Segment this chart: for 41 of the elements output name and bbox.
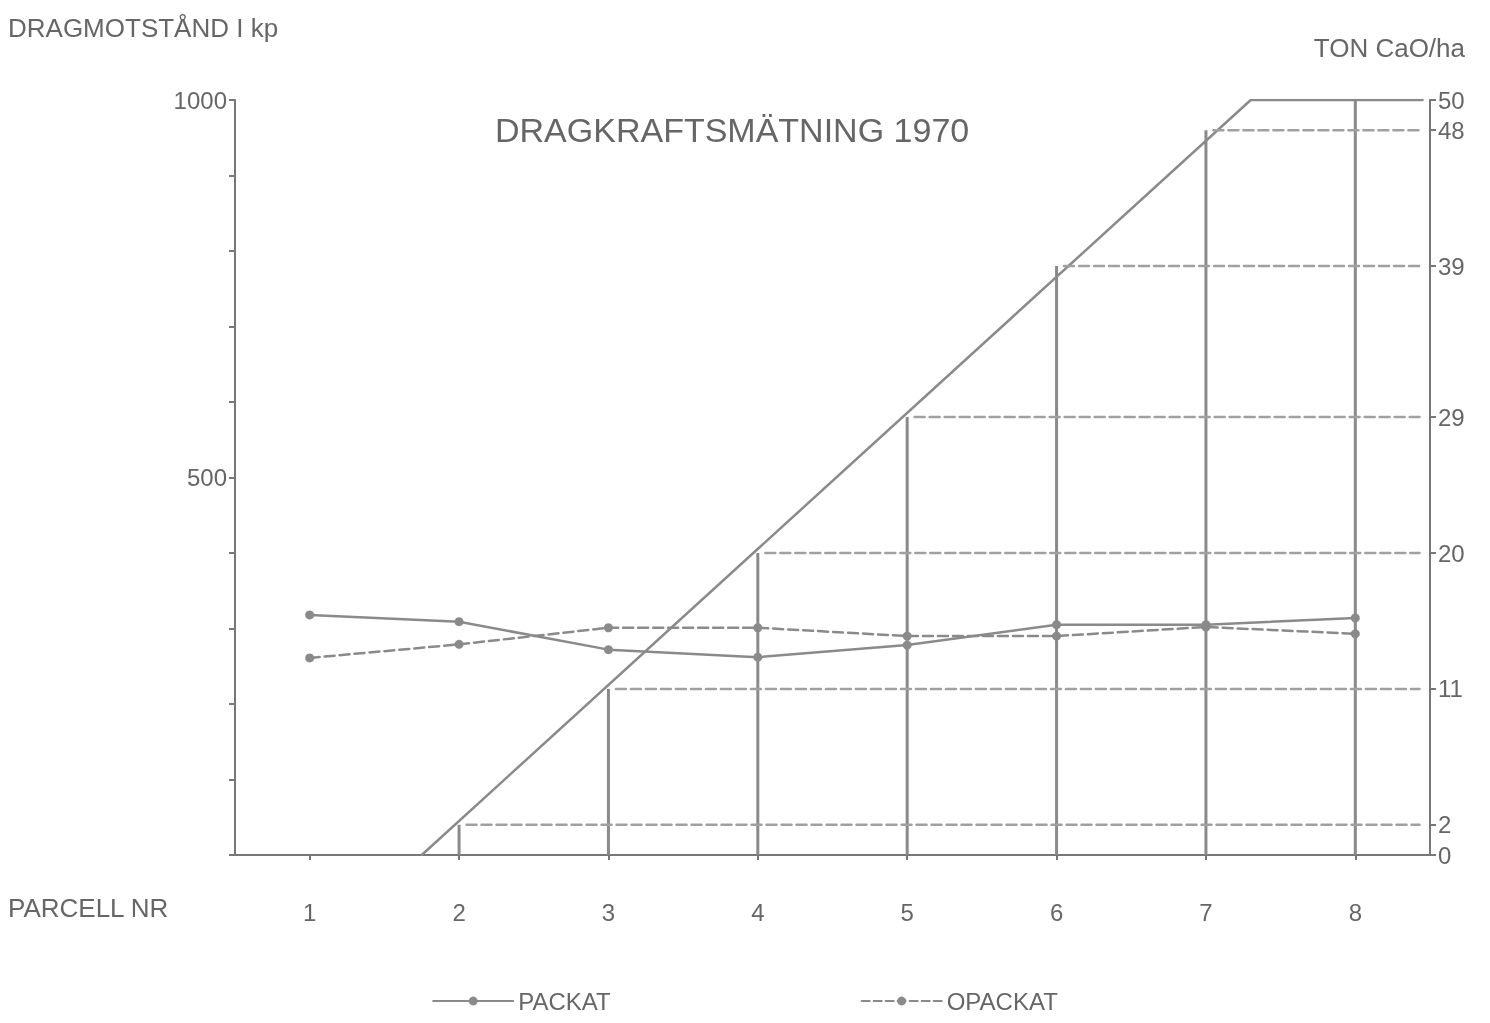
point — [305, 610, 315, 620]
y2-tick-label: 2 — [1438, 811, 1452, 839]
x-tick-label: 5 — [900, 898, 914, 926]
point — [902, 631, 912, 641]
point — [1052, 631, 1062, 641]
point — [1052, 620, 1062, 630]
x-tick-label: 2 — [452, 898, 466, 926]
y2-tick-label: 50 — [1438, 86, 1465, 114]
bar — [457, 824, 461, 855]
x-tick-label: 3 — [601, 898, 616, 926]
point — [902, 640, 912, 650]
y-tick-label: 1000 — [173, 86, 227, 114]
point — [1350, 629, 1360, 639]
x-tick-label: 4 — [751, 898, 765, 926]
point — [603, 645, 613, 655]
chart-title: DRAGKRAFTSMÄTNING 1970 — [495, 111, 970, 149]
point — [753, 652, 763, 662]
y-tick-label: 500 — [186, 464, 227, 491]
x-tick-label: 1 — [303, 898, 317, 926]
y2-tick-label: 48 — [1438, 116, 1465, 144]
y2-axis-title: TON CaO/ha — [1313, 33, 1466, 63]
point — [603, 623, 613, 633]
y2-tick-label: 29 — [1438, 403, 1465, 431]
y2-tick-label: 20 — [1438, 539, 1465, 567]
y-axis-title: DRAGMOTSTÅND I kp — [8, 13, 279, 43]
y2-tick-label: 39 — [1438, 252, 1465, 280]
point — [305, 653, 315, 663]
y2-tick-label: 11 — [1438, 675, 1463, 703]
x-tick-label: 7 — [1199, 898, 1213, 926]
x-tick-label: 8 — [1348, 898, 1362, 926]
x-tick-label: 6 — [1049, 898, 1064, 926]
point — [454, 639, 464, 649]
point — [753, 623, 763, 633]
bar — [606, 688, 610, 855]
point — [1350, 613, 1360, 623]
legend-label: OPACKAT — [946, 987, 1059, 1015]
x-axis-title: PARCELL NR — [8, 893, 169, 923]
legend-label: PACKAT — [518, 987, 612, 1015]
bar — [905, 417, 909, 855]
point — [454, 617, 464, 627]
y2-tick-label: 0 — [1438, 841, 1452, 869]
